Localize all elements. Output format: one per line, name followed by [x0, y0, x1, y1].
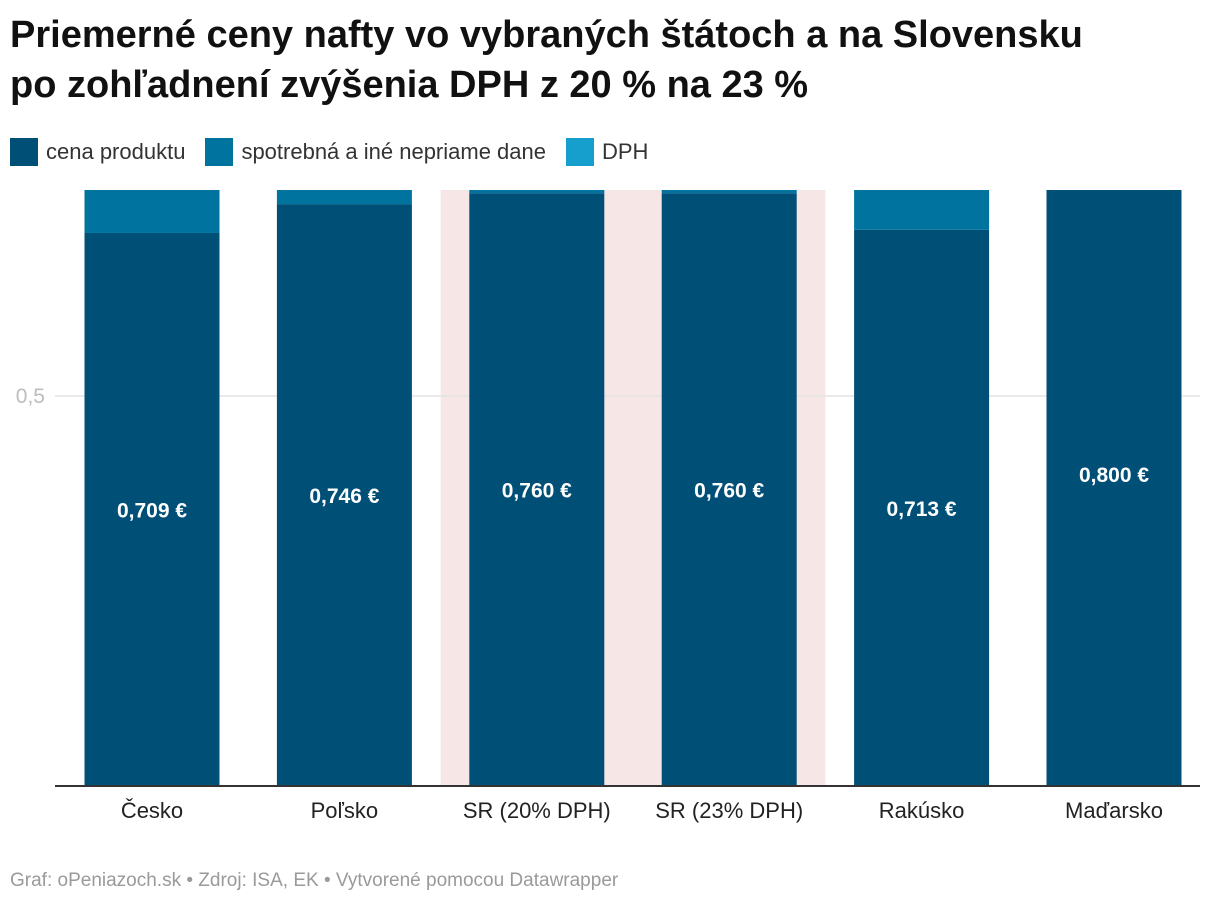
bar-segment [1046, 190, 1182, 786]
bar-segment [84, 232, 220, 787]
x-tick-label: Rakúsko [879, 798, 965, 823]
legend-item-vat: DPH [566, 138, 648, 166]
x-tick-label: Maďarsko [1065, 798, 1163, 823]
bar-segment [276, 190, 412, 205]
chart-footer: Graf: oPeniazoch.sk • Zdroj: ISA, EK • V… [10, 870, 619, 891]
legend-swatch-product-price [10, 138, 38, 166]
x-tick-label: SR (23% DPH) [655, 798, 803, 823]
data-label: 0,746 € [309, 485, 379, 508]
x-tick-label: Česko [121, 798, 183, 823]
legend: cena produktu spotrebná a iné nepriame d… [10, 136, 648, 168]
data-label: 0,800 € [1079, 464, 1149, 487]
chart-title-line-2: po zohľadnení zvýšenia DPH z 20 % na 23 … [10, 64, 809, 106]
legend-label-product-price: cena produktu [46, 139, 186, 164]
bar-segment [854, 229, 990, 787]
chart-title-line-1: Priemerné ceny nafty vo vybraných štátoc… [10, 14, 1083, 56]
data-label: 0,709 € [117, 499, 187, 522]
bar-segment [469, 190, 605, 194]
bar-segment [84, 190, 220, 233]
data-label: 0,760 € [694, 480, 764, 503]
legend-swatch-vat [566, 138, 594, 166]
legend-label-vat: DPH [602, 139, 649, 164]
x-tick-label: Poľsko [311, 798, 379, 823]
bar-segment [276, 204, 412, 786]
x-tick-label: SR (20% DPH) [463, 798, 611, 823]
data-label: 0,760 € [502, 480, 572, 503]
bar-segment [661, 193, 797, 786]
chart-title: Priemerné ceny nafty vo vybraných štátoc… [10, 10, 1210, 110]
legend-label-excise-tax: spotrebná a iné nepriame dane [241, 139, 546, 164]
legend-item-product-price: cena produktu [10, 138, 185, 166]
bar-segment [469, 193, 605, 786]
y-tick-label: 0,5 [16, 385, 45, 408]
data-label: 0,713 € [887, 498, 957, 521]
bar-segment [854, 190, 990, 230]
legend-swatch-excise-tax [205, 138, 234, 166]
bar-segment [661, 190, 797, 194]
legend-item-excise-tax: spotrebná a iné nepriame dane [205, 138, 546, 166]
